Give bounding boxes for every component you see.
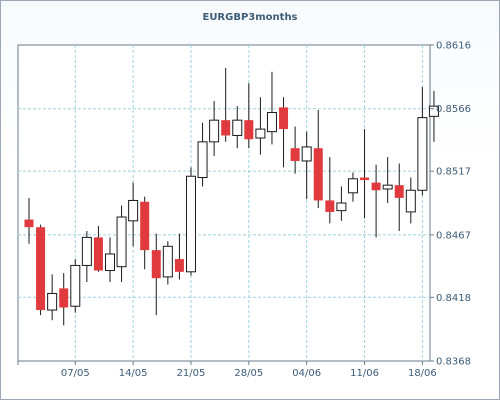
candle-body-up	[255, 128, 266, 139]
candle	[197, 122, 208, 187]
chart-title: EURGBP3months	[202, 12, 298, 23]
x-tick-label: 21/05	[177, 368, 206, 379]
candle	[104, 237, 115, 282]
candle-body-down	[313, 148, 323, 201]
candle	[325, 157, 335, 224]
candle	[36, 224, 46, 316]
candle	[140, 196, 150, 270]
y-tick-label: 0.8616	[436, 41, 471, 52]
candle-body-down	[140, 201, 150, 251]
y-tick-label: 0.8467	[436, 230, 471, 241]
candle-body-up	[336, 202, 347, 212]
candle	[347, 172, 358, 202]
candle-body-up	[382, 184, 393, 190]
candle-body-down	[174, 259, 184, 272]
candle-body-down	[36, 227, 46, 311]
candle	[244, 83, 254, 149]
candle-body-up	[81, 236, 92, 266]
y-axis: 0.8616 0.8566 0.8517 0.8467 0.8418 0.8368	[430, 41, 471, 368]
candle	[290, 126, 300, 174]
candle	[360, 129, 370, 219]
x-tick-label: 14/05	[119, 368, 148, 379]
y-tick-label: 0.8566	[436, 104, 471, 115]
candle	[371, 164, 381, 238]
candle-body-down	[93, 237, 103, 271]
candle-body-up	[301, 146, 312, 162]
candle	[405, 177, 416, 224]
candle	[128, 182, 139, 247]
candle	[59, 273, 69, 326]
candle-body-down	[360, 177, 370, 181]
candle	[255, 97, 266, 155]
candle-body-up	[266, 112, 277, 133]
candle	[279, 97, 289, 168]
y-tick-label: 0.8368	[436, 357, 471, 368]
candle-body-down	[279, 107, 289, 130]
candle	[151, 233, 161, 316]
candle	[428, 90, 439, 142]
candle	[116, 205, 127, 282]
x-tick-label: 28/05	[234, 368, 263, 379]
candle-body-up	[232, 119, 243, 136]
candle-body-up	[417, 117, 428, 191]
candle-body-up	[428, 105, 439, 117]
candle	[394, 163, 404, 232]
candle	[70, 259, 81, 313]
candle-body-down	[221, 120, 231, 136]
x-tick-label: 11/06	[350, 368, 379, 379]
candle-body-up	[162, 245, 173, 278]
x-tick-label: 18/06	[408, 368, 437, 379]
candle	[174, 233, 184, 280]
candle-body-down	[371, 182, 381, 191]
plot-area	[17, 44, 431, 362]
candle	[47, 274, 58, 321]
x-axis: 07/05 14/05 21/05 28/05 04/06 11/06 18/06	[17, 361, 437, 379]
candle	[24, 197, 34, 244]
y-tick-label: 0.8418	[436, 293, 471, 304]
candle-body-up	[185, 175, 196, 273]
candle-body-down	[59, 288, 69, 308]
candle-body-down	[244, 120, 254, 140]
candle	[185, 167, 196, 276]
candle-body-up	[347, 178, 358, 194]
candle-body-up	[209, 119, 220, 143]
y-tick-label: 0.8517	[436, 167, 471, 178]
candle-body-up	[104, 253, 115, 272]
candles	[24, 67, 439, 326]
x-tick-label: 07/05	[61, 368, 90, 379]
candle-body-down	[24, 219, 34, 228]
candle	[417, 87, 428, 196]
candle	[93, 225, 103, 272]
candle-body-up	[70, 264, 81, 307]
candle-body-up	[405, 189, 416, 213]
candle	[313, 109, 323, 209]
candle-body-up	[116, 216, 127, 268]
candle	[221, 67, 231, 142]
candle-body-down	[325, 200, 335, 212]
candle	[336, 186, 347, 221]
candle	[209, 101, 220, 156]
candle-body-down	[290, 148, 300, 161]
candle-body-up	[128, 199, 139, 222]
candle-body-down	[151, 250, 161, 279]
candle	[266, 71, 277, 145]
candle	[382, 157, 393, 203]
candle	[81, 231, 92, 282]
x-tick-label: 04/06	[292, 368, 321, 379]
candle	[301, 131, 312, 200]
candle	[232, 106, 243, 149]
candle-body-down	[394, 185, 404, 198]
candle-body-up	[47, 292, 58, 311]
candle	[162, 241, 173, 285]
candle-body-up	[197, 141, 208, 179]
